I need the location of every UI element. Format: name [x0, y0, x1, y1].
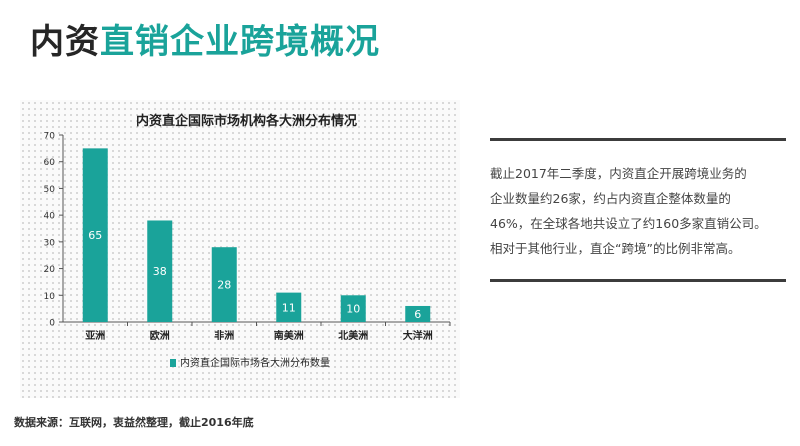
- bar-value-label: 6: [414, 308, 421, 321]
- x-tick-label: 北美洲: [338, 329, 368, 342]
- y-tick-label: 0: [49, 319, 55, 329]
- page-title-part2: 直销企业跨境概况: [100, 22, 380, 62]
- chart-panel: 内资直企国际市场机构各大洲分布情况 0 10 20 30 40 50 60 70 65 亚洲 38 欧洲…: [20, 100, 460, 398]
- chart-title: 内资直企国际市场机构各大洲分布情况: [136, 113, 357, 129]
- x-tick-label: 南美洲: [274, 329, 304, 342]
- bar: [147, 220, 173, 322]
- bar: [276, 292, 302, 322]
- description-top-rule: [490, 138, 786, 141]
- y-tick-label: 20: [44, 265, 56, 275]
- x-tick-label: 非洲: [214, 329, 234, 342]
- description-line: 截止2017年二季度，内资直企开展跨境业务的: [490, 166, 747, 181]
- x-tick-label: 亚洲: [85, 330, 105, 342]
- y-tick-label: 50: [44, 185, 56, 195]
- bar-value-label: 11: [282, 301, 296, 314]
- bar-value-label: 28: [217, 279, 231, 292]
- bar: [405, 305, 431, 322]
- bar-chart: 内资直企国际市场机构各大洲分布情况 0 10 20 30 40 50 60 70 65 亚洲 38 欧洲…: [44, 113, 451, 369]
- y-tick-label: 60: [44, 158, 56, 168]
- description-block: 截止2017年二季度，内资直企开展跨境业务的 企业数量约26家，约占内资直企整体…: [490, 138, 786, 282]
- x-tick-label: 大洋洲: [403, 329, 433, 342]
- description-text: 截止2017年二季度，内资直企开展跨境业务的 企业数量约26家，约占内资直企整体…: [490, 161, 786, 261]
- description-line: 46%，在全球各地共设立了约160多家直销公司。: [490, 216, 767, 231]
- description-bottom-rule: [490, 279, 786, 282]
- x-tick-label: 欧洲: [150, 329, 170, 342]
- bar: [340, 295, 366, 322]
- bar: [211, 247, 237, 322]
- bar-value-label: 38: [153, 265, 167, 278]
- page-title-part1: 内资: [30, 22, 100, 62]
- source-note: 数据来源：互联网，衷益然整理，截止2016年底: [14, 416, 254, 429]
- y-tick-label: 30: [44, 238, 56, 248]
- description-line: 企业数量约26家，约占内资直企整体数量的: [490, 191, 731, 206]
- description-line: 相对于其他行业，直企“跨境”的比例非常高。: [490, 241, 741, 256]
- page-title: 内资直销企业跨境概况: [30, 14, 380, 63]
- y-tick-label: 10: [44, 292, 56, 302]
- legend-label: 内资直企国际市场各大洲分布数量: [180, 356, 330, 369]
- bar-value-label: 65: [88, 229, 102, 242]
- y-tick-label: 70: [44, 132, 56, 142]
- y-tick-label: 40: [44, 212, 56, 222]
- legend-swatch: [170, 359, 176, 367]
- bar: [82, 148, 108, 322]
- bar-value-label: 10: [346, 303, 360, 316]
